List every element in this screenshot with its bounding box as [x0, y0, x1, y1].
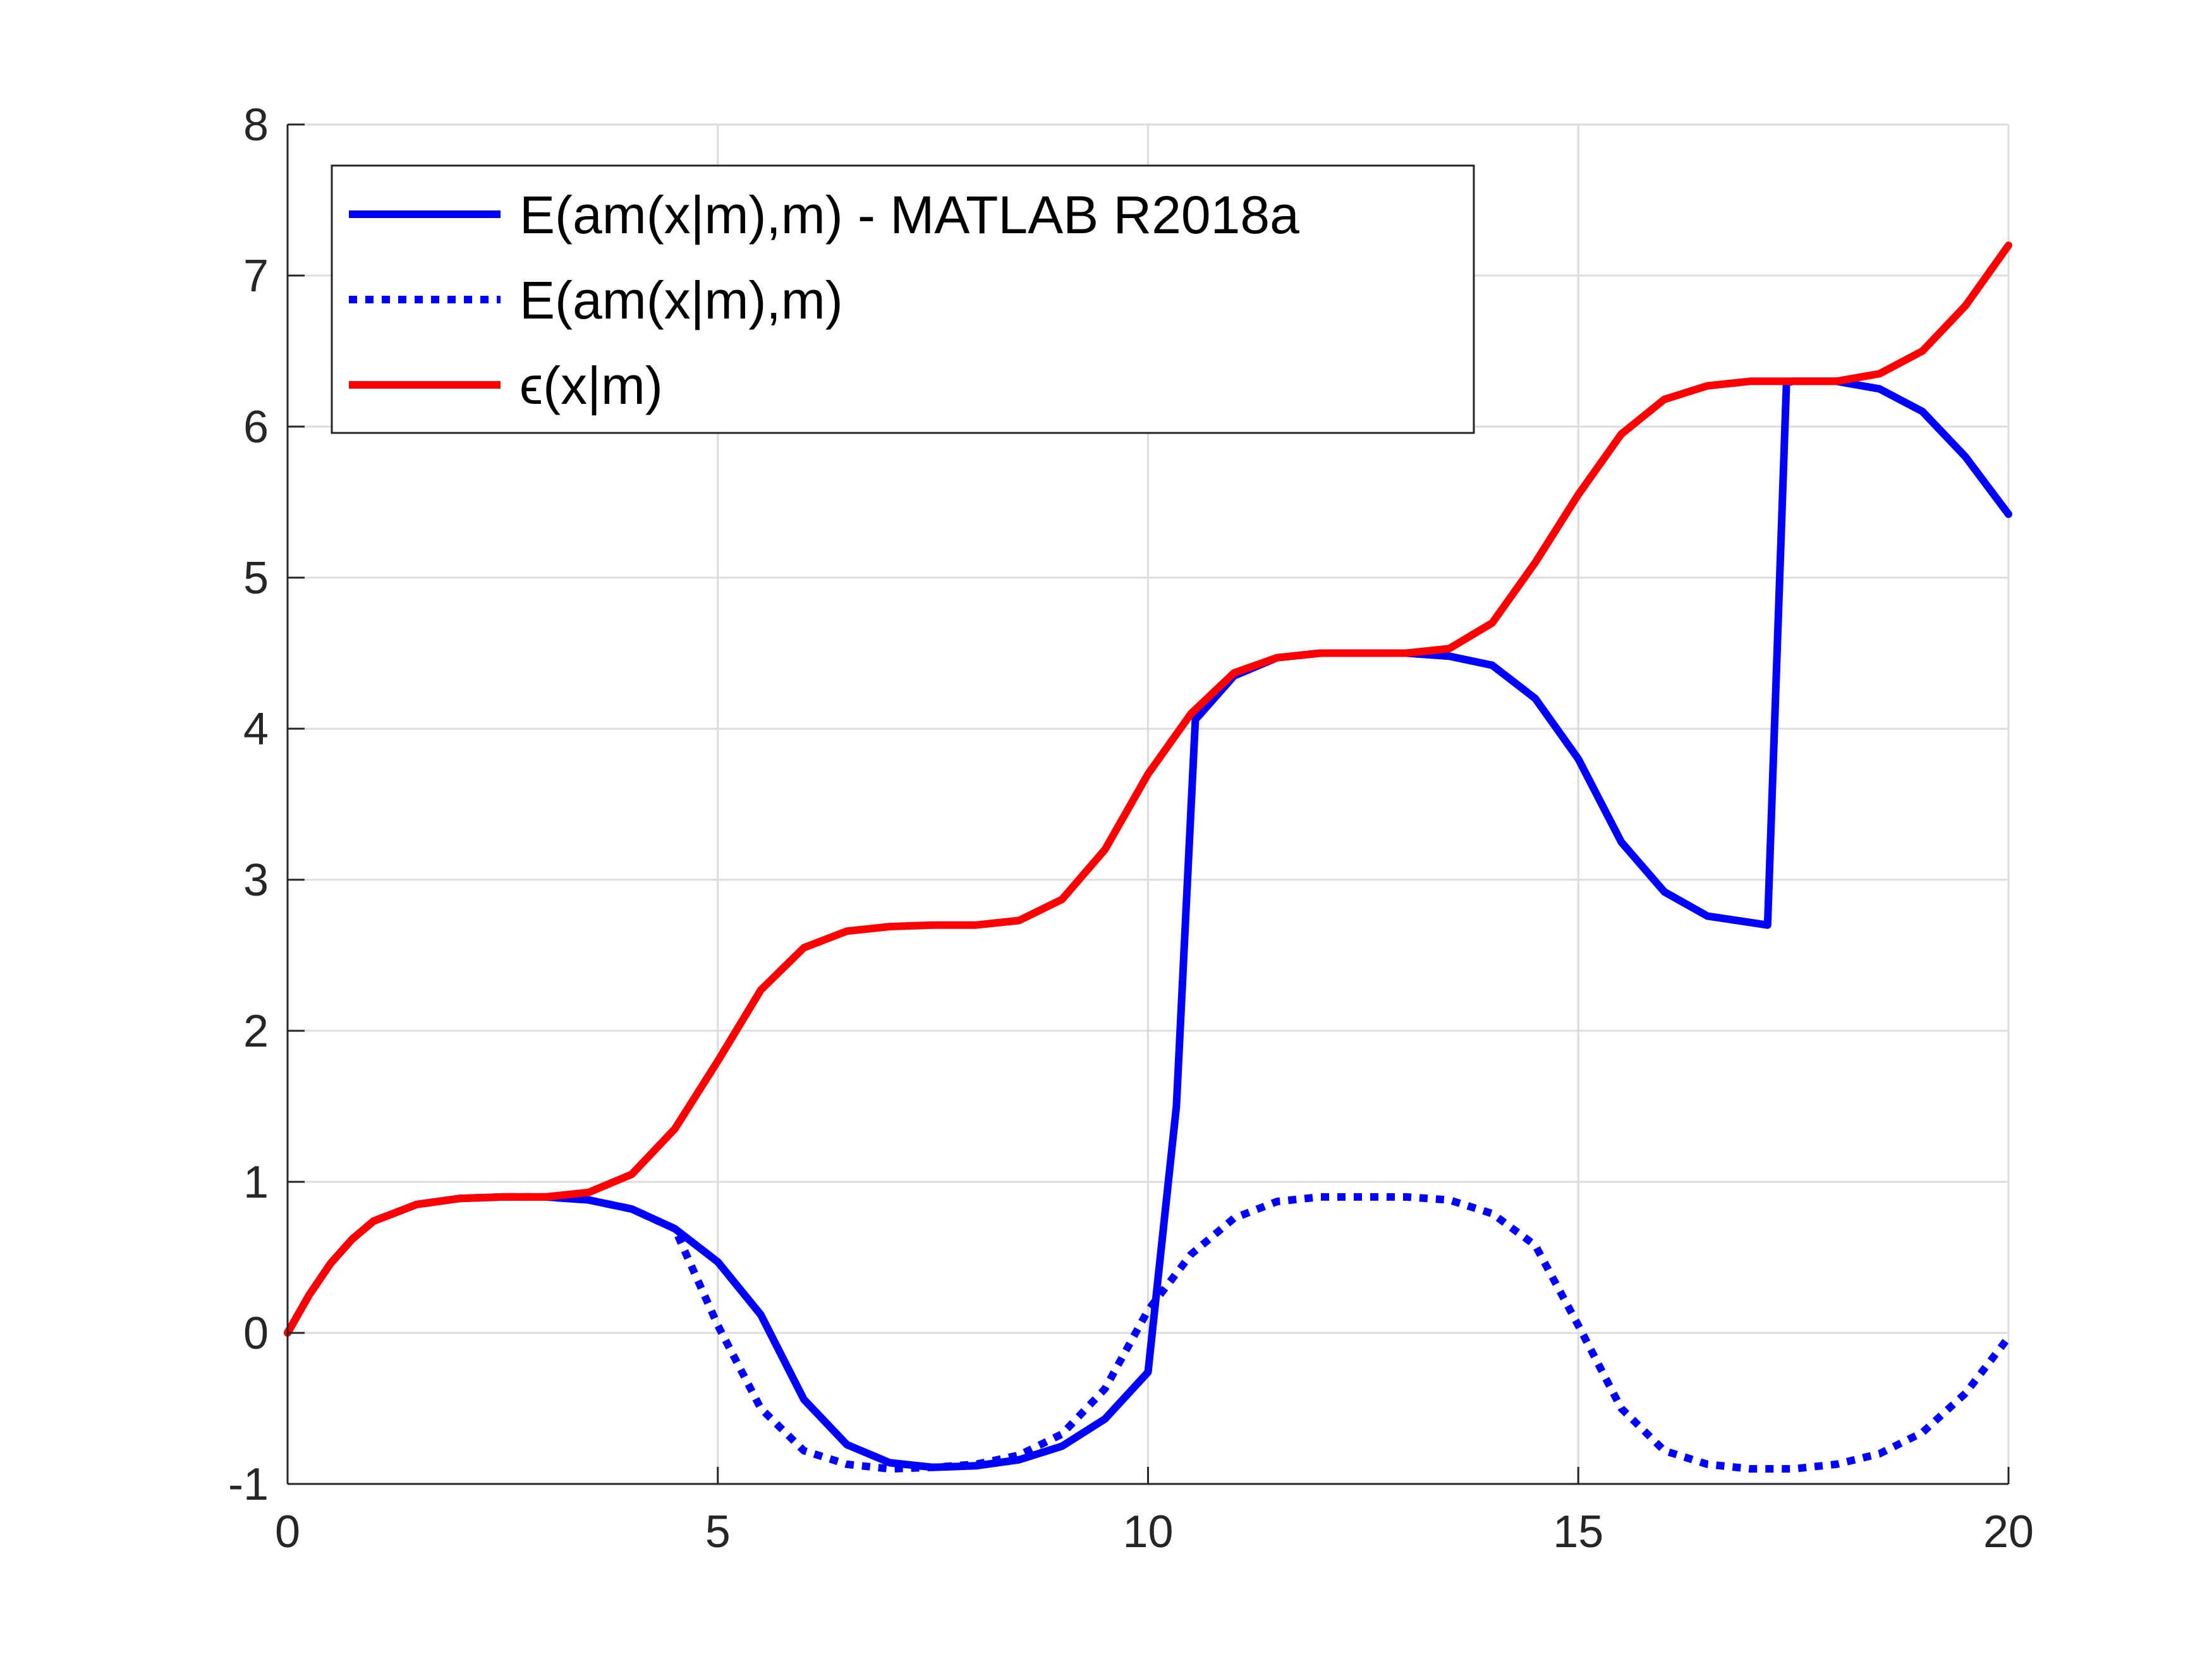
- y-tick-label: 5: [243, 553, 269, 604]
- series-line-1: [284, 1193, 2012, 1473]
- y-tick-label: 2: [243, 1006, 269, 1057]
- y-tick-label: 1: [243, 1157, 269, 1208]
- legend-box: [331, 164, 1475, 434]
- y-tick-label: 0: [243, 1308, 269, 1359]
- x-tick-label: 10: [1122, 1507, 1173, 1557]
- y-tick-label: 6: [243, 402, 269, 453]
- legend-label-dotted: E(am(x|m),m): [520, 270, 843, 330]
- y-tick-label: 3: [243, 855, 269, 906]
- y-tick-label: 7: [243, 251, 269, 301]
- legend: E(am(x|m),m) - MATLAB R2018a E(am(x|m),m…: [331, 164, 1475, 434]
- axes: [286, 123, 2010, 1485]
- x-tick-label: 20: [1983, 1507, 2034, 1557]
- series-layer: [284, 241, 2012, 1473]
- y-tick-label: 8: [243, 100, 269, 150]
- x-tick-label: 15: [1553, 1507, 1603, 1557]
- legend-label-matlab: E(am(x|m),m) - MATLAB R2018a: [520, 185, 1299, 245]
- series-line-2: [284, 241, 2012, 1337]
- legend-label-epsilon: ϵ(x|m): [520, 356, 663, 415]
- y-tick-label: -1: [228, 1459, 269, 1510]
- x-tick-label: 0: [275, 1507, 300, 1557]
- x-tick-label: 5: [705, 1507, 731, 1557]
- y-tick-label: 4: [243, 704, 269, 755]
